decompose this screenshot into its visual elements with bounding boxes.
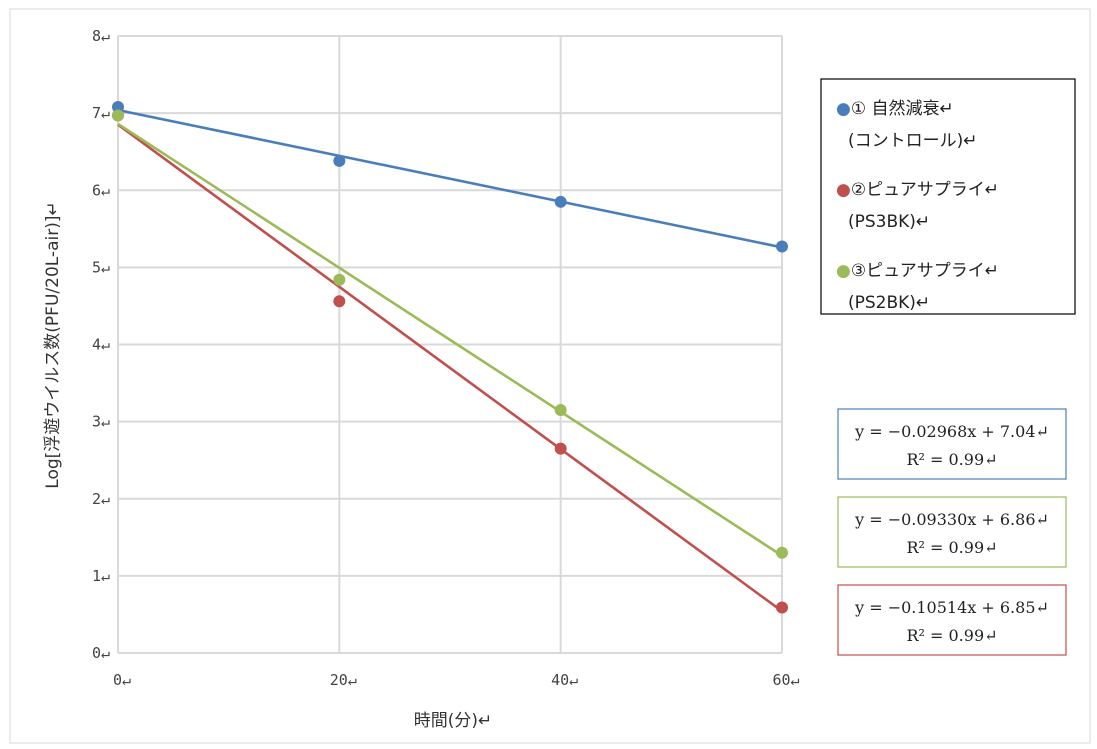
data-point-series-1 — [554, 195, 567, 208]
equation-box-series-3 — [837, 496, 1067, 568]
legend-label: ②ピュアサプライ↵ — [851, 180, 999, 200]
legend: ●① 自然減衰↵(コントロール)↵●②ピュアサプライ↵(PS3BK)↵●③ピュア… — [820, 78, 1076, 315]
data-point-series-1 — [112, 100, 124, 113]
x-tick-label: 40↵ — [551, 671, 578, 689]
x-tick-label: 60↵ — [772, 671, 799, 689]
equation-text: y = −0.09330x + 6.86↵ — [854, 510, 1049, 529]
equation-text: y = −0.02968x + 7.04↵ — [854, 422, 1049, 441]
data-point-series-2 — [333, 295, 346, 308]
legend-marker: ● — [836, 261, 851, 281]
y-tick-label: 3↵ — [92, 413, 110, 431]
data-point-series-3 — [112, 109, 124, 122]
data-point-series-3 — [776, 546, 788, 559]
r-squared-text: R² = 0.99↵ — [906, 450, 997, 469]
legend-sublabel-series-3: (PS2BK)↵ — [848, 293, 930, 313]
legend-box — [820, 78, 1076, 315]
grid — [117, 35, 783, 654]
trendlines — [117, 108, 783, 613]
trendline-series-3 — [117, 122, 783, 557]
legend-entry-series-1: ●① 自然減衰↵ — [836, 99, 954, 119]
y-axis-title: Log[浮遊ウイルス数(PFU/20L-air)]↵ — [43, 201, 63, 488]
legend-label: ③ピュアサプライ↵ — [851, 261, 999, 281]
y-tick-label: 7↵ — [92, 104, 110, 122]
y-tick-label: 6↵ — [92, 181, 110, 199]
trendline-series-2 — [117, 123, 783, 613]
equation-text: y = −0.10514x + 6.85↵ — [854, 598, 1049, 617]
equation-boxes: y = −0.02968x + 7.04↵ R² = 0.99↵ y = −0.09… — [837, 408, 1067, 656]
data-point-series-1 — [776, 240, 788, 253]
data-point-series-3 — [333, 273, 346, 286]
legend-sublabel-series-1: (コントロール)↵ — [848, 131, 978, 151]
data-point-series-2 — [776, 601, 788, 614]
legend-marker: ● — [836, 99, 851, 119]
y-tick-label: 1↵ — [92, 567, 110, 585]
legend-sublabel-series-2: (PS3BK)↵ — [848, 212, 930, 232]
x-tick-label: 0↵ — [113, 671, 131, 689]
trendline-series-1 — [117, 108, 783, 249]
equation-box-series-1 — [837, 408, 1067, 480]
legend-entry-series-2: ●②ピュアサプライ↵ — [836, 180, 999, 200]
legend-label: ① 自然減衰↵ — [851, 99, 954, 119]
tick-labels: 0↵ 1↵ 2↵ 3↵ 4↵ 5↵ 6↵ 7↵ 8↵ 0↵ 20↵ 40↵ 60↵ — [92, 27, 800, 689]
y-tick-label: 8↵ — [92, 27, 110, 45]
r-squared-text: R² = 0.99↵ — [906, 538, 997, 557]
data-point-series-2 — [554, 442, 567, 455]
data-point-series-3 — [554, 404, 567, 417]
x-axis-title: 時間(分)↵ — [414, 711, 493, 731]
y-tick-label: 4↵ — [92, 336, 110, 354]
legend-entry-series-3: ●③ピュアサプライ↵ — [836, 261, 999, 281]
y-tick-label: 2↵ — [92, 490, 110, 508]
x-tick-label: 20↵ — [330, 671, 357, 689]
y-tick-label: 0↵ — [92, 644, 110, 662]
r-squared-text: R² = 0.99↵ — [906, 626, 997, 645]
data-point-series-1 — [333, 154, 346, 167]
equation-box-series-2 — [837, 584, 1067, 656]
legend-marker: ● — [836, 180, 851, 200]
data-points — [112, 100, 788, 614]
y-tick-label: 5↵ — [92, 258, 110, 276]
